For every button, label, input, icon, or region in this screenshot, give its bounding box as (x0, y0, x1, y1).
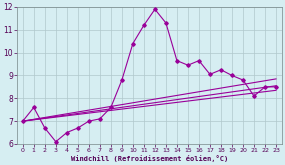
X-axis label: Windchill (Refroidissement éolien,°C): Windchill (Refroidissement éolien,°C) (71, 155, 228, 162)
